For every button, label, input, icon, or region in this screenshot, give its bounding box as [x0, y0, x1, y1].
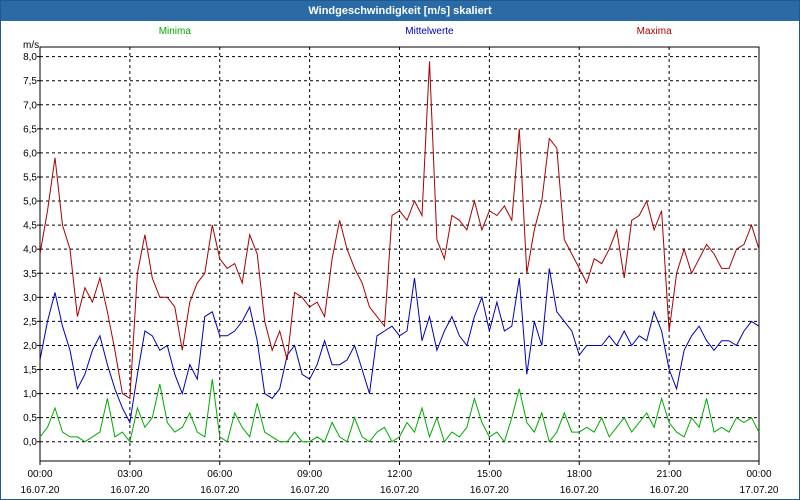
legend-mittelwerte: Mittelwerte: [405, 26, 454, 37]
x-tick-date-label: 16.07.20: [110, 485, 149, 496]
y-tick-label: 7,5: [23, 76, 37, 87]
x-tick-time-label: 09:00: [297, 469, 322, 480]
y-tick-label: 3,5: [23, 269, 37, 280]
series-line-mittelwerte: [39, 268, 760, 425]
y-tick-label: 8,0: [23, 52, 37, 63]
x-tick-time-label: 21:00: [657, 469, 682, 480]
y-tick-label: 4,5: [23, 221, 37, 232]
x-tick-date-label: 16.07.20: [650, 485, 689, 496]
chart-area: 0,0 0,5 1,0 1,5 2,0 2,5 3,0 3,5 4,0 4,5 5,0 5,5 6,0 6…: [21, 26, 779, 496]
legend-maxima: Maxima: [637, 26, 672, 37]
y-axis-label: m/s: [23, 40, 39, 51]
y-tick-label: 1,0: [23, 389, 37, 400]
x-tick-time-label: 03:00: [117, 469, 142, 480]
y-tick-label: 5,5: [23, 172, 37, 183]
x-tick-time-label: 00:00: [746, 469, 771, 480]
y-tick-label: 3,0: [23, 293, 37, 304]
x-tick-date-label: 17.07.20: [740, 485, 779, 496]
x-tick-time-label: 15:00: [477, 469, 502, 480]
x-tick-date-label: 16.07.20: [290, 485, 329, 496]
x-tick-time-label: 12:00: [387, 469, 412, 480]
x-tick-time-label: 06:00: [207, 469, 232, 480]
y-tick-label: 4,0: [23, 245, 37, 256]
x-tick-date-label: 16.07.20: [21, 485, 60, 496]
x-tick-date-label: 16.07.20: [560, 485, 599, 496]
y-tick-label: 1,5: [23, 365, 37, 376]
y-tick-label: 0,5: [23, 413, 37, 424]
y-tick-label: 6,5: [23, 124, 37, 135]
y-tick-label: 7,0: [23, 100, 37, 111]
series-line-minima: [39, 379, 760, 443]
y-tick-label: 0,0: [23, 437, 37, 448]
x-tick-date-label: 16.07.20: [470, 485, 509, 496]
legend-minima: Minima: [159, 26, 192, 37]
y-tick-label: 5,0: [23, 197, 37, 208]
series-line-maxima: [39, 61, 760, 400]
x-tick-time-label: 18:00: [567, 469, 592, 480]
y-tick-label: 2,0: [23, 341, 37, 352]
x-tick-date-label: 16.07.20: [380, 485, 419, 496]
x-tick-date-label: 16.07.20: [200, 485, 239, 496]
x-tick-time-label: 00:00: [27, 469, 52, 480]
y-tick-label: 6,0: [23, 148, 37, 159]
window-title: Windgeschwindigkeit [m/s] skaliert: [1, 1, 799, 21]
y-tick-label: 2,5: [23, 317, 37, 328]
